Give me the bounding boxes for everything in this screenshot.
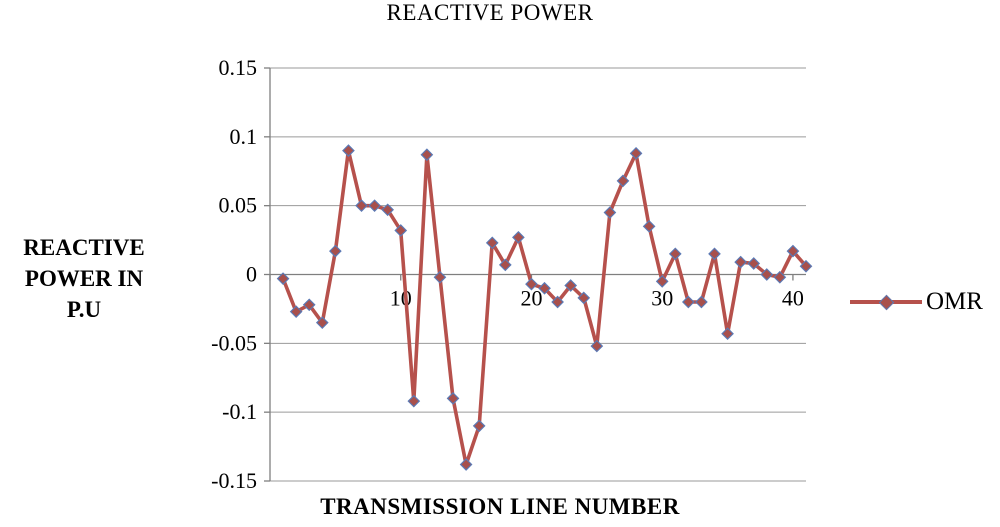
- x-tick-label: 10: [390, 286, 412, 311]
- legend-label: OMR: [926, 288, 983, 315]
- data-point-marker: [368, 199, 381, 213]
- data-point-marker: [512, 230, 525, 244]
- y-tick-label: -0.15: [211, 468, 257, 493]
- data-point-marker: [355, 199, 368, 213]
- data-point-marker: [721, 327, 734, 341]
- data-point-marker: [681, 295, 695, 309]
- data-point-marker: [525, 277, 538, 291]
- data-point-marker: [329, 244, 342, 258]
- y-tick-label: -0.05: [211, 330, 257, 355]
- data-point-marker: [538, 281, 551, 295]
- data-point-marker: [616, 174, 630, 188]
- y-axis-title: REACTIVE POWER IN P.U: [23, 235, 145, 323]
- data-point-marker: [459, 458, 473, 471]
- data-point-marker: [498, 258, 512, 272]
- data-point-marker: [446, 392, 460, 405]
- data-point-marker: [302, 298, 316, 312]
- data-point-marker: [342, 144, 355, 157]
- data-point-marker: [655, 275, 669, 288]
- data-point-marker: [708, 247, 721, 261]
- y-tick-label: 0: [246, 262, 257, 287]
- data-point-marker: [747, 257, 761, 270]
- data-point-marker: [799, 259, 813, 273]
- chart-title: REACTIVE POWER: [386, 0, 594, 25]
- x-tick-label: 40: [782, 286, 804, 311]
- x-axis-title: TRANSMISSION LINE NUMBER: [320, 494, 680, 519]
- data-point-marker: [695, 295, 708, 309]
- data-point-marker: [433, 270, 447, 284]
- x-tick-label: 30: [651, 286, 673, 311]
- legend-diamond-icon: [878, 294, 895, 311]
- data-point-marker: [315, 316, 329, 330]
- data-point-marker: [551, 295, 564, 309]
- data-point-marker: [276, 272, 290, 285]
- data-point-marker: [642, 219, 656, 233]
- data-point-marker: [603, 206, 617, 219]
- data-point-marker: [472, 419, 486, 433]
- data-point-marker: [760, 268, 774, 281]
- data-point-marker: [564, 279, 578, 292]
- legend-series-marker-icon: [850, 294, 922, 311]
- data-point-marker: [407, 394, 421, 408]
- y-tick-label: 0.05: [219, 193, 258, 218]
- data-point-marker: [289, 305, 303, 319]
- data-point-marker: [577, 291, 591, 305]
- data-point-marker: [629, 147, 643, 160]
- data-line: [281, 148, 808, 467]
- data-point-marker: [381, 203, 395, 217]
- data-point-marker: [668, 247, 682, 261]
- y-tick-label: 0.1: [230, 124, 258, 149]
- data-point-marker: [420, 148, 434, 162]
- data-point-marker: [786, 244, 800, 258]
- data-point-marker: [394, 224, 408, 237]
- y-tick-label: -0.1: [222, 399, 257, 424]
- data-point-marker: [773, 270, 787, 284]
- data-point-marker: [485, 236, 499, 250]
- legend: OMR: [850, 288, 983, 316]
- y-tick-label: 0.15: [219, 55, 258, 80]
- data-point-marker: [734, 255, 747, 269]
- x-tick-label: 20: [520, 286, 542, 311]
- data-point-marker: [590, 339, 604, 353]
